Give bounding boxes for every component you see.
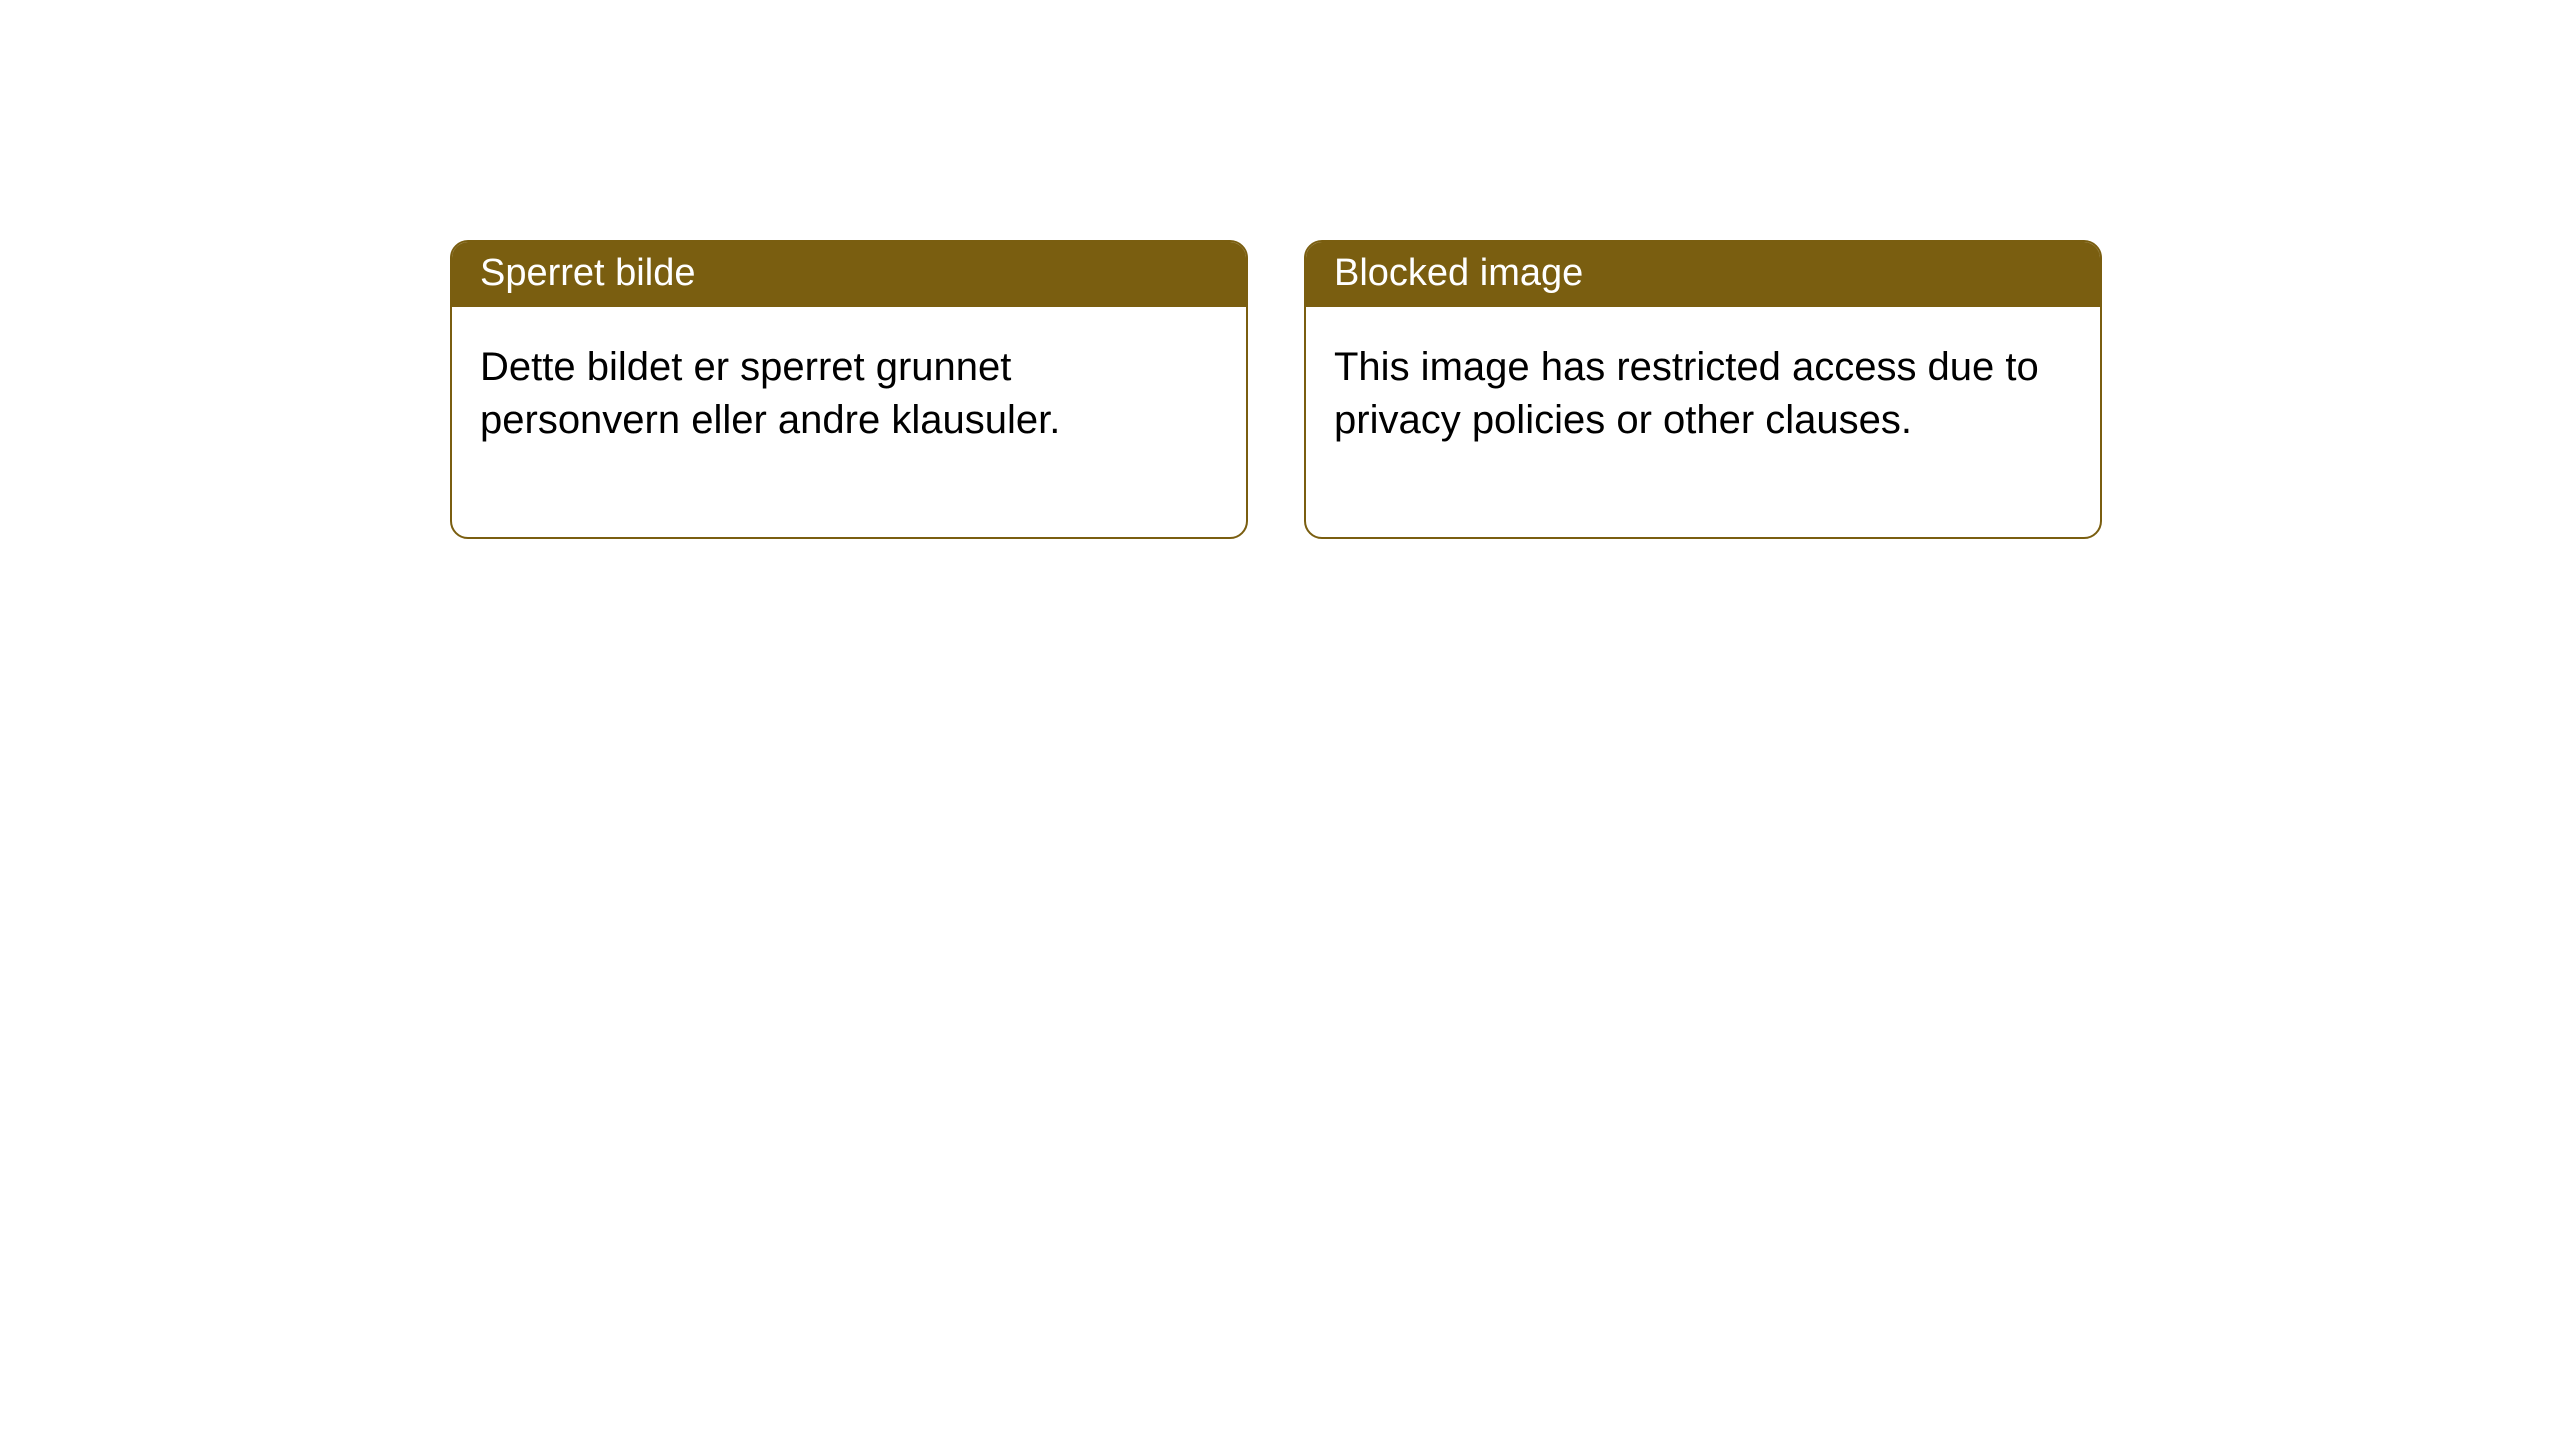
notice-header: Sperret bilde: [452, 242, 1246, 307]
notice-box-english: Blocked image This image has restricted …: [1304, 240, 2102, 539]
notice-body: This image has restricted access due to …: [1306, 307, 2100, 537]
notice-body: Dette bildet er sperret grunnet personve…: [452, 307, 1246, 537]
notice-box-norwegian: Sperret bilde Dette bildet er sperret gr…: [450, 240, 1248, 539]
notice-header: Blocked image: [1306, 242, 2100, 307]
notice-container: Sperret bilde Dette bildet er sperret gr…: [450, 240, 2102, 539]
